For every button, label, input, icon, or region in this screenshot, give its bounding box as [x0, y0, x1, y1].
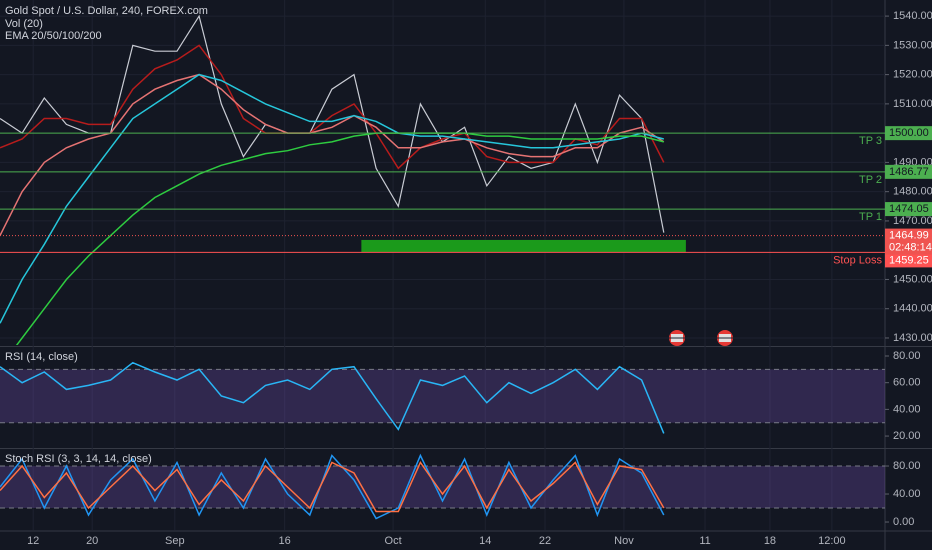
x-tick-label: 16 [279, 535, 291, 547]
pane [0, 361, 885, 434]
x-tick-label: 11 [699, 535, 710, 547]
level-name: TP 3 [859, 135, 882, 147]
x-tick-label: 20 [86, 535, 98, 547]
pane [0, 453, 885, 520]
y-tick-label: 1530.00 [893, 39, 932, 51]
x-tick-label: 22 [539, 535, 551, 547]
series-line [0, 73, 664, 324]
y-tick-label: 1450.00 [893, 273, 932, 285]
y-tick-label: 0.00 [893, 516, 914, 528]
countdown: 02:48:14 [889, 241, 932, 253]
indicator-label: Vol (20) [5, 18, 43, 30]
level-name: Stop Loss [833, 254, 882, 266]
level-label: 1486.77 [889, 166, 929, 178]
series-line [0, 361, 665, 434]
series-line [0, 460, 665, 513]
x-tick-label: Sep [165, 535, 185, 547]
series-line [0, 44, 665, 170]
indicator-label: EMA 20/50/100/200 [5, 30, 102, 42]
level-label: 1474.05 [889, 203, 929, 215]
pane-title: Stoch RSI (3, 3, 14, 14, close) [5, 453, 152, 465]
y-tick-label: 1430.00 [893, 332, 932, 344]
x-tick-label: 14 [479, 535, 491, 547]
level-label-box [885, 253, 932, 268]
y-tick-label: 20.00 [893, 430, 921, 442]
y-tick-label: 60.00 [893, 377, 921, 389]
level-label-box [885, 202, 932, 217]
level-name: TP 2 [859, 174, 882, 186]
series-line [0, 453, 665, 520]
y-tick-label: 80.00 [893, 350, 921, 362]
y-tick-label: 80.00 [893, 460, 921, 472]
y-tick-label: 1520.00 [893, 69, 932, 81]
x-tick-label: 12 [27, 535, 39, 547]
entry-zone [361, 239, 686, 253]
level-name: TP 1 [859, 211, 882, 223]
y-tick-label: 1440.00 [893, 303, 932, 315]
band [0, 369, 885, 423]
pane [0, 14, 885, 345]
level-label-box [885, 164, 932, 179]
level-label: 1500.00 [889, 127, 929, 139]
pane-title: RSI (14, close) [5, 351, 78, 363]
y-tick-label: 1540.00 [893, 10, 932, 22]
y-tick-label: 1470.00 [893, 215, 932, 227]
y-tick-label: 1510.00 [893, 98, 932, 110]
x-tick-label: Oct [385, 535, 402, 547]
series-line [15, 132, 664, 345]
y-tick-label: 1480.00 [893, 186, 932, 198]
y-tick-label: 40.00 [893, 488, 921, 500]
level-label: 1459.25 [889, 254, 929, 266]
x-tick-label: Nov [614, 535, 634, 547]
chart-title: Gold Spot / U.S. Dollar, 240, FOREX.com [5, 5, 208, 17]
y-tick-label: 40.00 [893, 403, 921, 415]
x-tick-label: 18 [764, 535, 776, 547]
last-price-label: 1464.99 [889, 229, 929, 241]
level-label-box [885, 126, 932, 141]
x-tick-label: 12:00 [818, 535, 846, 547]
last-price-box [885, 228, 932, 255]
